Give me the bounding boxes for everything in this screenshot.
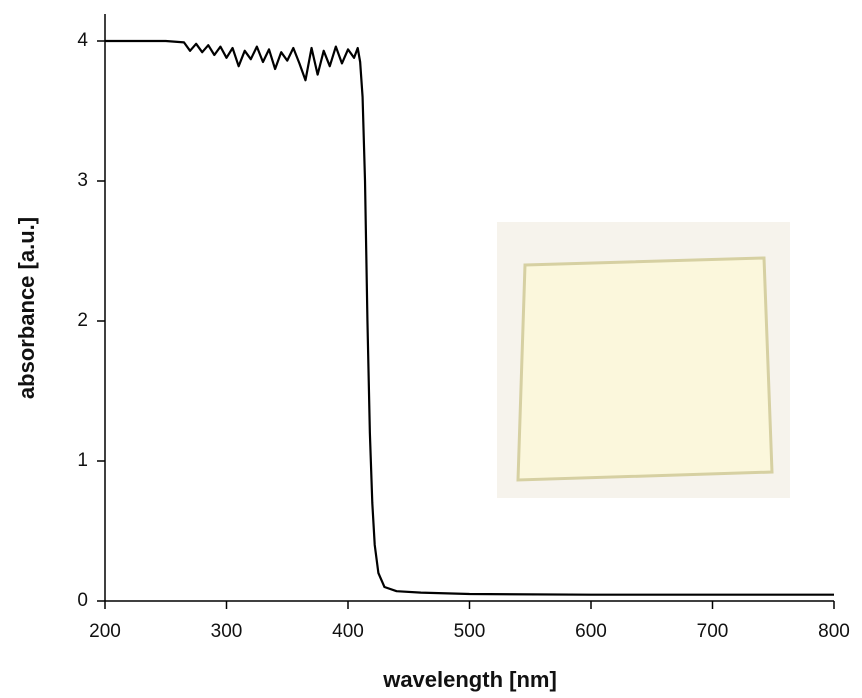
x-axis-label: wavelength [nm] bbox=[382, 667, 557, 692]
y-tick-label: 0 bbox=[77, 590, 88, 611]
y-tick-label: 3 bbox=[77, 170, 88, 191]
y-axis-label: absorbance [a.u.] bbox=[14, 217, 39, 399]
glass-sample bbox=[516, 256, 774, 482]
spectrum-line bbox=[105, 39, 834, 596]
y-tick-label: 4 bbox=[77, 30, 88, 51]
sample-photo bbox=[497, 222, 790, 498]
y-tick-label: 1 bbox=[77, 450, 88, 471]
x-tick-label: 200 bbox=[89, 621, 121, 642]
y-tick-label: 2 bbox=[77, 310, 88, 331]
x-tick-label: 500 bbox=[454, 621, 486, 642]
x-tick-label: 600 bbox=[575, 621, 607, 642]
x-tick-label: 700 bbox=[697, 621, 729, 642]
x-tick-label: 800 bbox=[818, 621, 850, 642]
x-tick-label: 400 bbox=[332, 621, 364, 642]
x-tick-label: 300 bbox=[211, 621, 243, 642]
